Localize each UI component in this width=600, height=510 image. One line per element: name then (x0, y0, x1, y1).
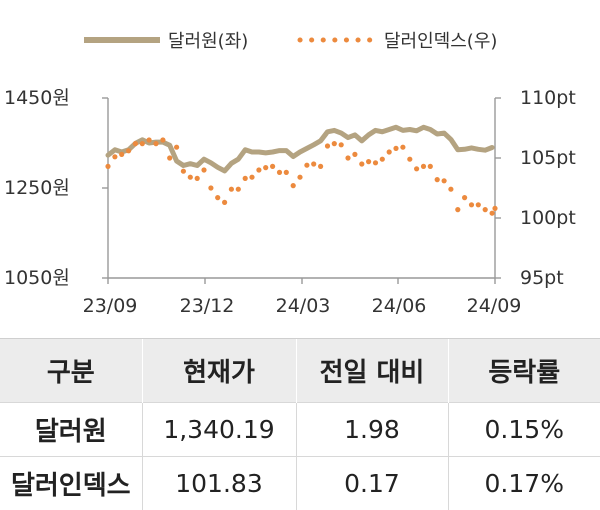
table-cell-change-rate: 0.15% (448, 403, 600, 457)
data-point-dollar-index (291, 183, 296, 188)
fx-quote-table: 구분 현재가 전일 대비 등락률 달러원 1,340.19 1.98 0.15%… (0, 338, 600, 510)
data-point-dollar-index (112, 154, 117, 159)
data-point-dollar-index (455, 207, 460, 212)
y-right-tick-label: 100pt (520, 207, 576, 229)
data-point-dollar-index (188, 175, 193, 180)
data-point-dollar-index (311, 161, 316, 166)
data-point-dollar-index (462, 195, 467, 200)
series-layer (105, 127, 497, 215)
series-line-krw-usd (108, 127, 492, 171)
data-point-dollar-index (208, 185, 213, 190)
data-point-dollar-index (284, 170, 289, 175)
data-point-dollar-index (277, 170, 282, 175)
data-point-dollar-index (243, 176, 248, 181)
x-axis: 23/09 23/12 24/03 24/06 24/09 (83, 278, 522, 317)
data-point-dollar-index (160, 137, 165, 142)
data-point-dollar-index (249, 175, 254, 180)
data-point-dollar-index (421, 164, 426, 169)
y-right-tick-label: 95pt (520, 267, 564, 289)
table-row: 달러인덱스 101.83 0.17 0.17% (0, 457, 600, 510)
table-header-change: 전일 대비 (296, 339, 448, 403)
table-header-change-rate: 등락률 (448, 339, 600, 403)
data-point-dollar-index (490, 211, 495, 216)
data-point-dollar-index (492, 206, 497, 211)
table-cell-name: 달러원 (0, 403, 142, 457)
data-point-dollar-index (318, 164, 323, 169)
data-point-dollar-index (236, 187, 241, 192)
data-point-dollar-index (263, 165, 268, 170)
data-point-dollar-index (339, 142, 344, 147)
x-tick-label: 23/09 (83, 295, 138, 317)
y-left-tick-label: 1450원 (4, 87, 70, 109)
legend-label-krw-usd: 달러원(좌) (168, 31, 248, 52)
x-tick-label: 24/09 (467, 295, 522, 317)
y-left-tick-label: 1050원 (4, 267, 70, 289)
table-cell-price: 1,340.19 (142, 403, 296, 457)
table-cell-name: 달러인덱스 (0, 457, 142, 510)
y-left-tick-label: 1250원 (4, 177, 70, 199)
data-point-dollar-index (256, 167, 261, 172)
data-point-dollar-index (387, 149, 392, 154)
legend-label-dollar-index: 달러인덱스(우) (384, 31, 497, 52)
data-point-dollar-index (229, 187, 234, 192)
table-header-row: 구분 현재가 전일 대비 등락률 (0, 339, 600, 403)
data-point-dollar-index (345, 155, 350, 160)
data-point-dollar-index (393, 146, 398, 151)
data-point-dollar-index (476, 202, 481, 207)
exchange-rate-chart: 달러원(좌) 달러인덱스(우) 1450원 1250원 1050원 110pt … (0, 0, 600, 330)
y-right-tick-label: 110pt (520, 87, 576, 109)
data-point-dollar-index (448, 187, 453, 192)
data-point-dollar-index (181, 169, 186, 174)
data-point-dollar-index (153, 141, 158, 146)
data-point-dollar-index (297, 175, 302, 180)
data-point-dollar-index (373, 160, 378, 165)
data-point-dollar-index (133, 141, 138, 146)
data-point-dollar-index (119, 152, 124, 157)
data-point-dollar-index (400, 145, 405, 150)
data-point-dollar-index (483, 207, 488, 212)
chart-legend: 달러원(좌) 달러인덱스(우) (84, 31, 497, 52)
data-point-dollar-index (428, 164, 433, 169)
y-right-tick-label: 105pt (520, 147, 576, 169)
data-point-dollar-index (380, 157, 385, 162)
table-cell-price: 101.83 (142, 457, 296, 510)
data-point-dollar-index (105, 164, 110, 169)
data-point-dollar-index (304, 163, 309, 168)
data-point-dollar-index (201, 167, 206, 172)
left-axis: 1450원 1250원 1050원 (4, 87, 70, 289)
data-point-dollar-index (167, 155, 172, 160)
table-cell-change: 1.98 (296, 403, 448, 457)
right-axis: 110pt 105pt 100pt 95pt (520, 87, 576, 289)
data-point-dollar-index (407, 157, 412, 162)
data-point-dollar-index (469, 202, 474, 207)
data-point-dollar-index (174, 145, 179, 150)
data-point-dollar-index (195, 176, 200, 181)
data-point-dollar-index (140, 141, 145, 146)
y-axis-tick-marks (102, 98, 501, 278)
x-tick-label: 23/12 (180, 295, 235, 317)
x-tick-label: 24/03 (276, 295, 331, 317)
data-point-dollar-index (352, 152, 357, 157)
data-point-dollar-index (270, 164, 275, 169)
table-cell-change-rate: 0.17% (448, 457, 600, 510)
table-row: 달러원 1,340.19 1.98 0.15% (0, 403, 600, 457)
data-point-dollar-index (147, 137, 152, 142)
data-point-dollar-index (359, 161, 364, 166)
data-point-dollar-index (215, 195, 220, 200)
data-point-dollar-index (435, 177, 440, 182)
table-cell-change: 0.17 (296, 457, 448, 510)
data-point-dollar-index (332, 141, 337, 146)
table-header-category: 구분 (0, 339, 142, 403)
table-header-price: 현재가 (142, 339, 296, 403)
data-point-dollar-index (325, 143, 330, 148)
data-point-dollar-index (126, 148, 131, 153)
data-point-dollar-index (442, 178, 447, 183)
x-tick-label: 24/06 (372, 295, 427, 317)
data-point-dollar-index (366, 159, 371, 164)
data-point-dollar-index (222, 200, 227, 205)
data-point-dollar-index (414, 166, 419, 171)
